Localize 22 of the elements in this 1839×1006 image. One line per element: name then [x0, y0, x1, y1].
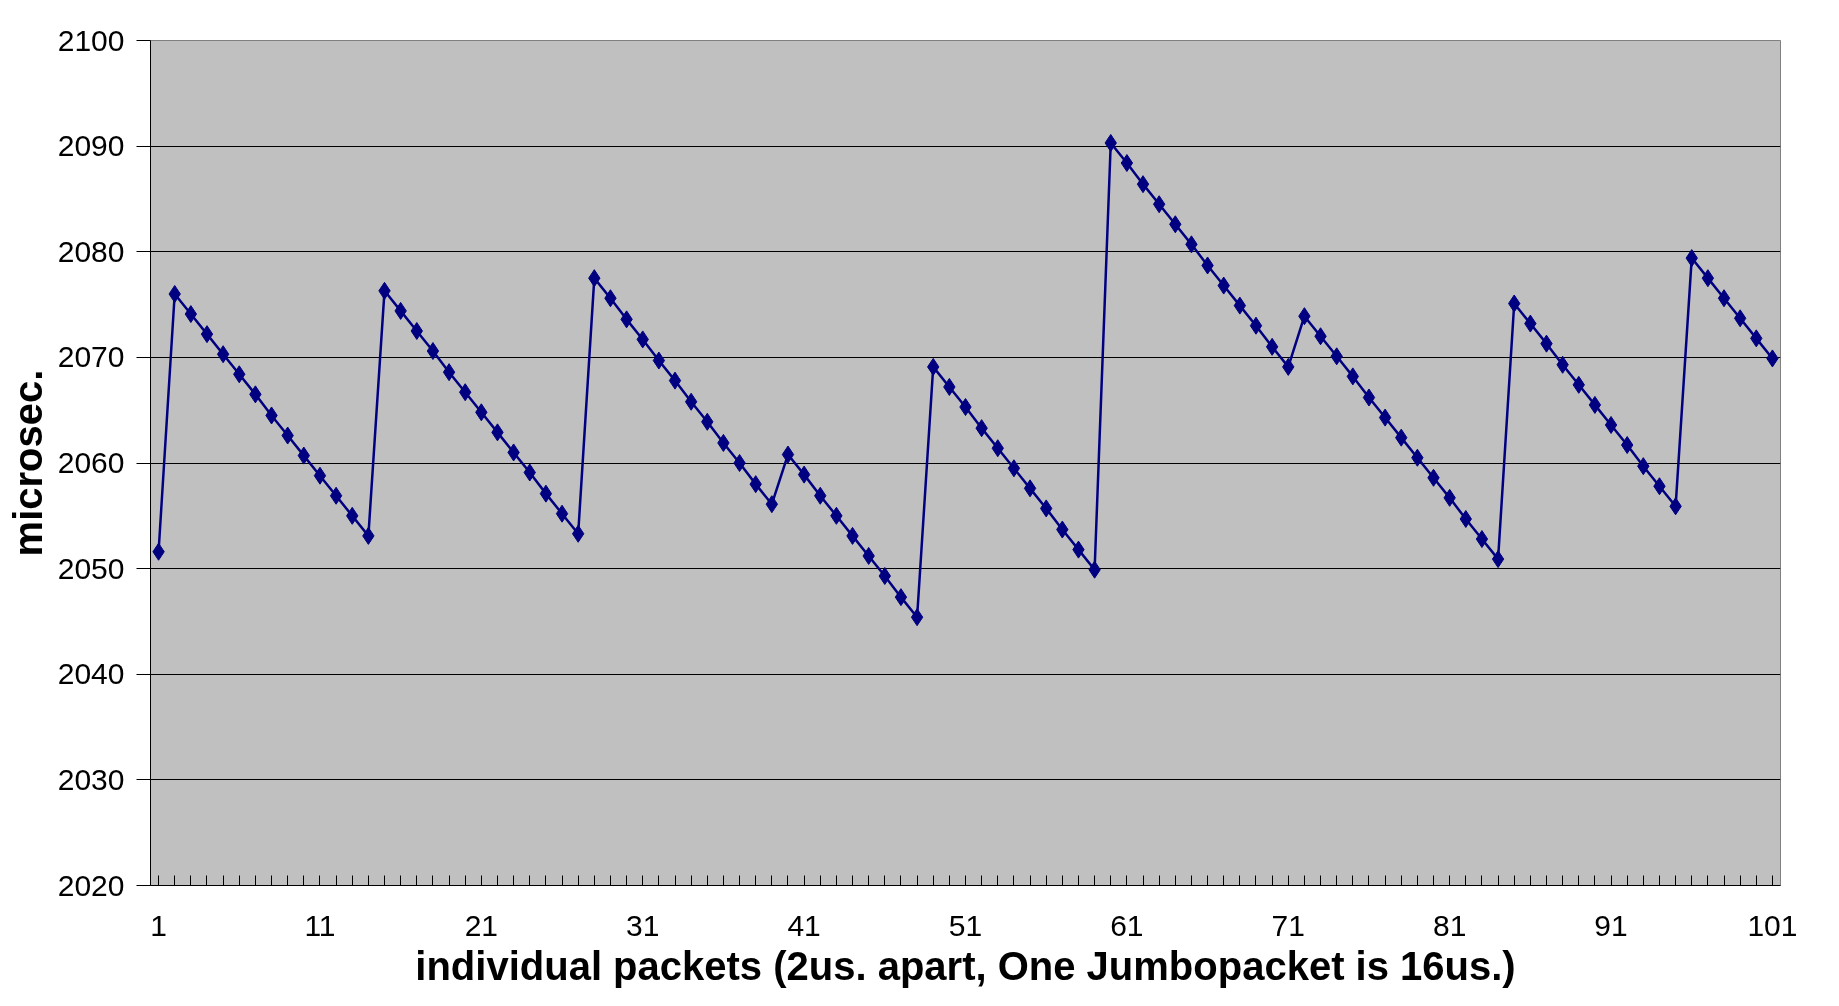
y-tick-label: 2020 — [57, 868, 125, 902]
x-tick-label: 11 — [304, 908, 336, 942]
y-tick-label: 2100 — [57, 23, 125, 57]
x-tick-label: 61 — [1110, 908, 1144, 942]
x-tick-label: 101 — [1747, 908, 1798, 942]
y-tick-label: 2050 — [57, 551, 125, 585]
x-axis-title: individual packets (2us. apart, One Jumbopacket is 16us.) — [415, 943, 1516, 988]
y-tick-label: 2070 — [57, 340, 125, 374]
y-tick-label: 2060 — [57, 446, 125, 479]
x-tick-label: 51 — [948, 908, 983, 942]
x-tick-label: 1 — [150, 908, 167, 942]
y-tick-label: 2030 — [57, 762, 125, 796]
x-tick-label: 41 — [787, 908, 821, 942]
x-tick-label: 91 — [1594, 908, 1628, 942]
y-tick-label: 2040 — [57, 657, 125, 691]
y-axis-title: microsec. — [5, 369, 50, 557]
x-tick-label: 81 — [1432, 908, 1467, 942]
y-tick-label: 2080 — [57, 234, 125, 268]
x-tick-label: 71 — [1271, 908, 1305, 942]
x-tick-label: 21 — [464, 908, 499, 942]
y-tick-label: 2090 — [57, 129, 125, 163]
x-tick-label: 31 — [626, 908, 660, 942]
